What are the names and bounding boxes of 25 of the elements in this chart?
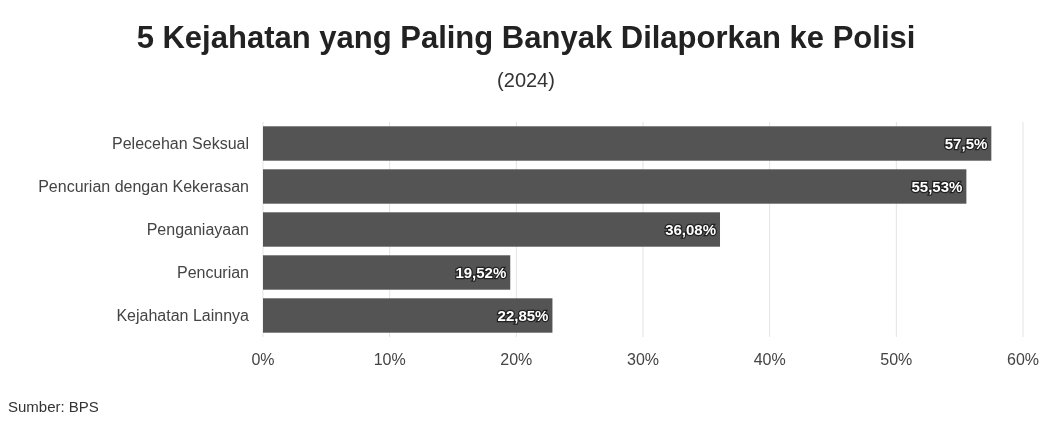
y-tick-label: Pelecehan Seksual [112,135,249,153]
data-label: 22,85% [497,306,549,324]
chart-title: 5 Kejahatan yang Paling Banyak Dilaporkan ke Polisi [136,20,916,55]
x-tick-label: 20% [500,351,533,368]
data-label: 57,5% [944,134,988,152]
x-tick-label: 40% [753,351,786,368]
data-label: 55,53% [911,177,963,195]
chart-subtitle: (2024) [497,69,555,91]
y-tick-label: Pencurian [176,264,249,282]
y-tick-label: Penganiayaan [146,221,249,239]
bar [263,169,967,204]
y-tick-label: Pencurian dengan Kekerasan [38,178,249,196]
x-tick-label: 60% [1006,351,1040,368]
data-label: 36,08% [665,220,717,238]
y-tick-label: Kejahatan Lainnya [116,307,250,325]
x-tick-label: 0% [251,351,275,368]
x-tick-label: 30% [626,351,660,368]
bar [263,126,992,161]
x-tick-label: 50% [880,351,913,368]
x-tick-label: 10% [373,351,406,368]
bar [263,212,721,247]
data-label: 19,52% [455,263,507,281]
bar [263,298,553,333]
text: Sumber: BPS [8,398,99,415]
bar [263,255,511,290]
